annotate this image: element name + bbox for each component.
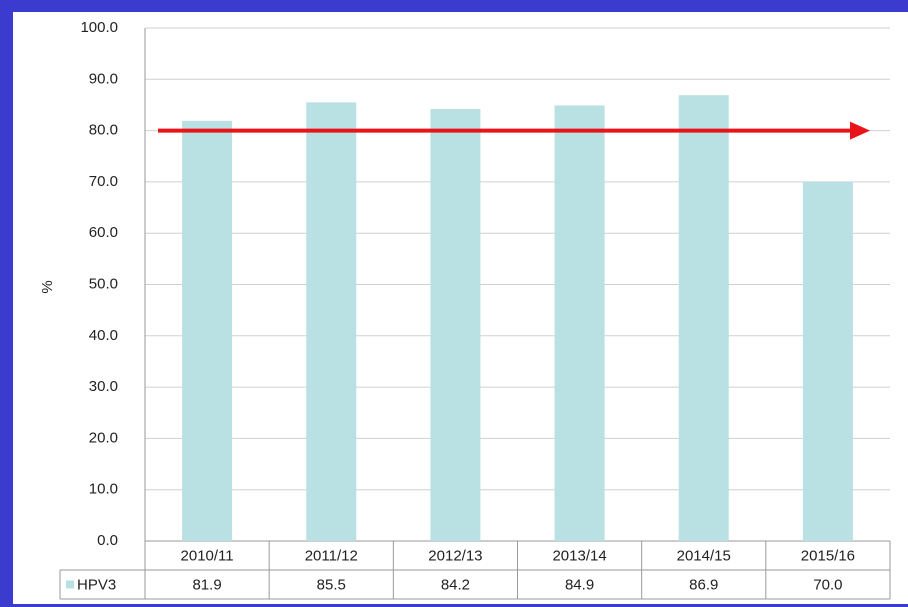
data-label: 70.0 bbox=[813, 576, 842, 593]
y-tick-label: 40.0 bbox=[89, 327, 118, 344]
x-tick-label: 2011/12 bbox=[305, 547, 358, 564]
bar bbox=[802, 181, 853, 541]
bar bbox=[554, 105, 605, 541]
y-tick-label: 10.0 bbox=[89, 481, 118, 498]
x-tick-label: 2013/14 bbox=[552, 547, 606, 564]
bar bbox=[182, 120, 233, 541]
x-tick-label: 2015/16 bbox=[801, 547, 855, 564]
data-label: 84.2 bbox=[441, 576, 470, 593]
y-tick-label: 100.0 bbox=[80, 19, 118, 36]
data-label: 86.9 bbox=[689, 576, 718, 593]
legend-label: HPV3 bbox=[77, 576, 116, 593]
y-tick-label: 60.0 bbox=[89, 224, 118, 241]
y-tick-label: 90.0 bbox=[89, 70, 118, 87]
x-tick-label: 2010/11 bbox=[181, 547, 234, 564]
bar bbox=[430, 109, 481, 541]
y-tick-label: 0.0 bbox=[97, 532, 118, 549]
y-tick-label: 80.0 bbox=[89, 122, 118, 139]
legend-swatch bbox=[66, 580, 74, 589]
y-tick-label: 30.0 bbox=[89, 378, 118, 395]
bar bbox=[678, 95, 729, 541]
data-label: 85.5 bbox=[317, 576, 346, 593]
y-tick-label: 50.0 bbox=[89, 275, 118, 292]
y-tick-label: 70.0 bbox=[89, 173, 118, 190]
data-label: 81.9 bbox=[192, 576, 221, 593]
y-tick-label: 20.0 bbox=[89, 429, 118, 446]
data-label: 84.9 bbox=[565, 576, 594, 593]
x-tick-label: 2012/13 bbox=[428, 547, 482, 564]
bar bbox=[306, 102, 357, 541]
reference-arrowhead bbox=[850, 121, 870, 140]
x-tick-label: 2014/15 bbox=[677, 547, 731, 564]
y-axis-label: % bbox=[39, 280, 56, 293]
